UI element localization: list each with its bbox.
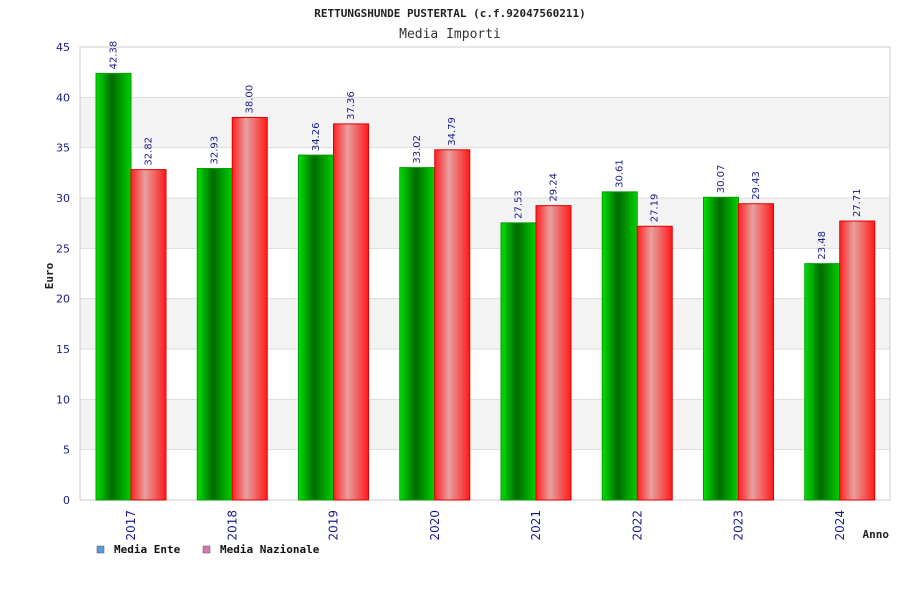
bar-media-nazionale-2024 <box>839 220 876 501</box>
legend-swatch-media-ente <box>96 545 105 554</box>
value-label: 33.02 <box>412 135 423 164</box>
value-label: 23.48 <box>817 231 828 260</box>
bar-media-ente-2019 <box>298 154 334 501</box>
chart-subtitle: Media Importi <box>399 27 501 42</box>
bar-media-nazionale-2021 <box>535 205 572 501</box>
legend-label-media-nazionale: Media Nazionale <box>220 543 320 556</box>
bar-media-ente-2020 <box>399 167 436 501</box>
x-tick-label: 2021 <box>529 510 543 541</box>
value-label: 32.93 <box>210 136 221 165</box>
y-tick-label: 20 <box>56 293 70 306</box>
grid-band <box>80 97 890 148</box>
plot-area <box>79 46 891 501</box>
y-tick-label: 10 <box>56 393 70 406</box>
value-label: 30.61 <box>615 159 626 188</box>
value-labels: 42.38 32.82 32.93 38.00 34.26 37.36 33.02 34.79… <box>109 41 864 260</box>
bar-media-nazionale-2017 <box>130 169 167 501</box>
y-axis-label: Euro <box>43 262 56 289</box>
value-label: 30.07 <box>716 165 727 194</box>
chart-title: RETTUNGSHUNDE PUSTERTAL (c.f.92047560211… <box>314 7 586 20</box>
x-tick-label: 2024 <box>833 510 847 541</box>
x-tick-label: 2018 <box>225 510 239 541</box>
value-label: 34.79 <box>447 117 458 146</box>
bar-media-ente-2022 <box>601 191 638 501</box>
value-label: 34.26 <box>311 122 322 151</box>
bar-media-ente-2023 <box>703 196 739 501</box>
bar-media-ente-2021 <box>500 222 537 501</box>
x-tick-label: 2023 <box>732 510 746 541</box>
bar-media-ente-2017 <box>95 72 132 501</box>
legend-swatch-media-nazionale <box>202 545 211 554</box>
y-tick-label: 5 <box>63 444 70 457</box>
value-label: 27.19 <box>650 194 661 223</box>
x-tick-label: 2019 <box>327 510 341 541</box>
value-label: 32.82 <box>144 137 155 166</box>
value-label: 29.43 <box>751 171 762 200</box>
y-tick-label: 0 <box>63 494 70 507</box>
value-label: 27.53 <box>514 190 525 219</box>
legend: Media Ente Media Nazionale <box>96 543 320 556</box>
y-tick-label: 40 <box>56 91 70 104</box>
x-tick-label: 2020 <box>428 510 442 541</box>
bar-media-nazionale-2019 <box>333 123 369 501</box>
y-tick-label: 25 <box>56 242 70 255</box>
legend-label-media-ente: Media Ente <box>114 543 181 556</box>
bar-media-ente-2018 <box>196 168 233 501</box>
bars <box>95 72 876 501</box>
x-tick-label: 2022 <box>630 510 644 541</box>
value-label: 37.36 <box>346 91 357 120</box>
y-tick-label: 45 <box>56 41 70 54</box>
value-label: 38.00 <box>245 85 256 114</box>
value-label: 29.24 <box>549 173 560 202</box>
value-label: 27.71 <box>852 188 863 217</box>
y-tick-label: 30 <box>56 192 70 205</box>
y-axis-ticks: 0 5 10 15 20 25 30 35 40 45 <box>56 41 70 507</box>
y-tick-label: 35 <box>56 142 70 155</box>
bar-media-nazionale-2022 <box>636 225 673 501</box>
bar-media-nazionale-2023 <box>738 203 774 501</box>
bar-media-nazionale-2020 <box>434 149 471 501</box>
grid-band <box>80 47 890 98</box>
x-tick-label: 2017 <box>124 510 138 541</box>
y-tick-label: 15 <box>56 343 70 356</box>
x-axis-label: Anno <box>863 528 890 541</box>
bar-media-nazionale-2018 <box>231 116 268 501</box>
value-label: 42.38 <box>109 41 120 70</box>
x-axis-ticks: 2017 2018 2019 2020 2021 2022 2023 2024 <box>124 510 847 541</box>
bar-media-ente-2024 <box>804 263 841 501</box>
